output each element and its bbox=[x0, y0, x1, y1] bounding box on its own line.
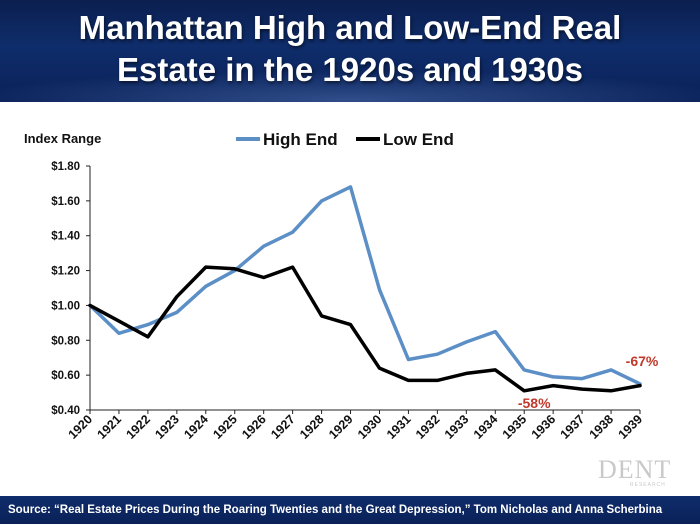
y-axis-label: Index Range bbox=[24, 131, 101, 146]
low-end-data-point bbox=[233, 267, 236, 271]
x-tick-label: 1931 bbox=[384, 412, 414, 442]
x-tick-label: 1927 bbox=[268, 412, 298, 442]
high-end-data-point bbox=[494, 330, 497, 333]
high-end-data-point bbox=[609, 368, 613, 372]
legend-label-high-end: High End bbox=[263, 130, 338, 149]
low-end-series-line bbox=[88, 265, 642, 393]
x-tick-label: 1929 bbox=[326, 412, 356, 442]
high-end-data-point bbox=[320, 199, 323, 203]
high-end-data-point bbox=[407, 358, 410, 361]
dent-logo-subtitle: RESEARCH bbox=[630, 482, 666, 488]
low-end-data-point bbox=[523, 389, 526, 393]
x-tick-label: 1926 bbox=[239, 412, 269, 442]
legend-label-low-end: Low End bbox=[383, 130, 454, 149]
x-tick-label: 1936 bbox=[529, 412, 559, 442]
y-tick-label: $0.40 bbox=[51, 405, 80, 417]
y-tick-label: $1.20 bbox=[51, 266, 80, 278]
high-end-data-point bbox=[349, 185, 352, 189]
x-tick-label: 1922 bbox=[123, 412, 153, 442]
low-end-data-point bbox=[146, 335, 150, 338]
low-end-data-point bbox=[494, 368, 497, 372]
chart-area: Index Range $0.40 $0.60 $0.80 $1.00 $1.20 $1.4… bbox=[0, 102, 700, 496]
x-tick-label: 1928 bbox=[297, 412, 327, 442]
x-tick-label: 1933 bbox=[442, 412, 472, 442]
high-end-data-point bbox=[551, 375, 555, 379]
source-footer: Source: “Real Estate Prices During the R… bbox=[0, 496, 700, 524]
x-tick-label: 1934 bbox=[471, 412, 501, 442]
line-chart: Index Range $0.40 $0.60 $0.80 $1.00 $1.20 $1.4… bbox=[24, 130, 659, 442]
low-end-data-point bbox=[378, 366, 381, 370]
low-end-data-point bbox=[609, 389, 613, 393]
low-end-data-point bbox=[580, 387, 584, 391]
low-end-data-point bbox=[551, 384, 555, 387]
y-tick-label: $1.80 bbox=[51, 161, 80, 173]
x-tick-label: 1939 bbox=[616, 412, 646, 442]
high-end-data-point bbox=[291, 231, 294, 234]
low-end-data-point bbox=[407, 379, 410, 382]
x-tick-label: 1924 bbox=[181, 412, 211, 442]
x-tick-label: 1935 bbox=[500, 412, 530, 442]
x-tick-label: 1923 bbox=[152, 412, 182, 442]
high-end-data-point bbox=[436, 353, 439, 356]
x-tick-label: 1937 bbox=[558, 412, 588, 442]
chart-title-line-1: Manhattan High and Low-End Real bbox=[78, 9, 622, 46]
low-end-data-point bbox=[262, 276, 265, 279]
high-end-data-point bbox=[465, 340, 468, 344]
y-tick-label: $1.60 bbox=[51, 196, 80, 208]
low-end-data-point bbox=[291, 265, 294, 269]
x-tick-label: 1921 bbox=[95, 412, 125, 442]
x-tick-label: 1938 bbox=[587, 412, 617, 442]
low-end-data-point bbox=[175, 295, 179, 298]
low-end-data-point bbox=[349, 323, 352, 326]
low-end-data-point bbox=[88, 304, 92, 307]
x-tick-label: 1925 bbox=[210, 412, 240, 442]
high-end-data-point bbox=[175, 311, 179, 314]
annotation-minus-67-pct: -67% bbox=[626, 353, 659, 369]
title-banner bbox=[0, 0, 700, 102]
x-tick-label: 1930 bbox=[355, 412, 385, 442]
high-end-series-line bbox=[88, 185, 642, 386]
high-end-data-point bbox=[580, 377, 584, 380]
y-tick-label: $1.00 bbox=[51, 300, 80, 312]
high-end-data-point bbox=[262, 244, 265, 248]
high-end-data-point bbox=[523, 368, 526, 372]
low-end-data-point bbox=[320, 314, 323, 318]
high-end-data-point bbox=[146, 323, 150, 326]
y-tick-label: $1.40 bbox=[51, 231, 80, 243]
x-tick-label: 1932 bbox=[413, 412, 443, 442]
annotation-minus-58-pct: -58% bbox=[518, 395, 551, 411]
low-end-data-point bbox=[204, 265, 207, 269]
y-tick-label: $0.80 bbox=[51, 335, 80, 347]
low-end-data-point bbox=[117, 319, 121, 323]
y-tick-label: $0.60 bbox=[51, 370, 80, 382]
chart-title-line-2: Estate in the 1920s and 1930s bbox=[117, 51, 583, 88]
low-end-data-point bbox=[436, 379, 439, 382]
high-end-data-point bbox=[204, 285, 207, 288]
high-end-data-point bbox=[117, 332, 121, 335]
low-end-data-point bbox=[465, 372, 468, 375]
low-end-data-point bbox=[638, 384, 642, 387]
high-end-data-point bbox=[378, 288, 381, 291]
dent-logo: DENT bbox=[598, 455, 672, 484]
